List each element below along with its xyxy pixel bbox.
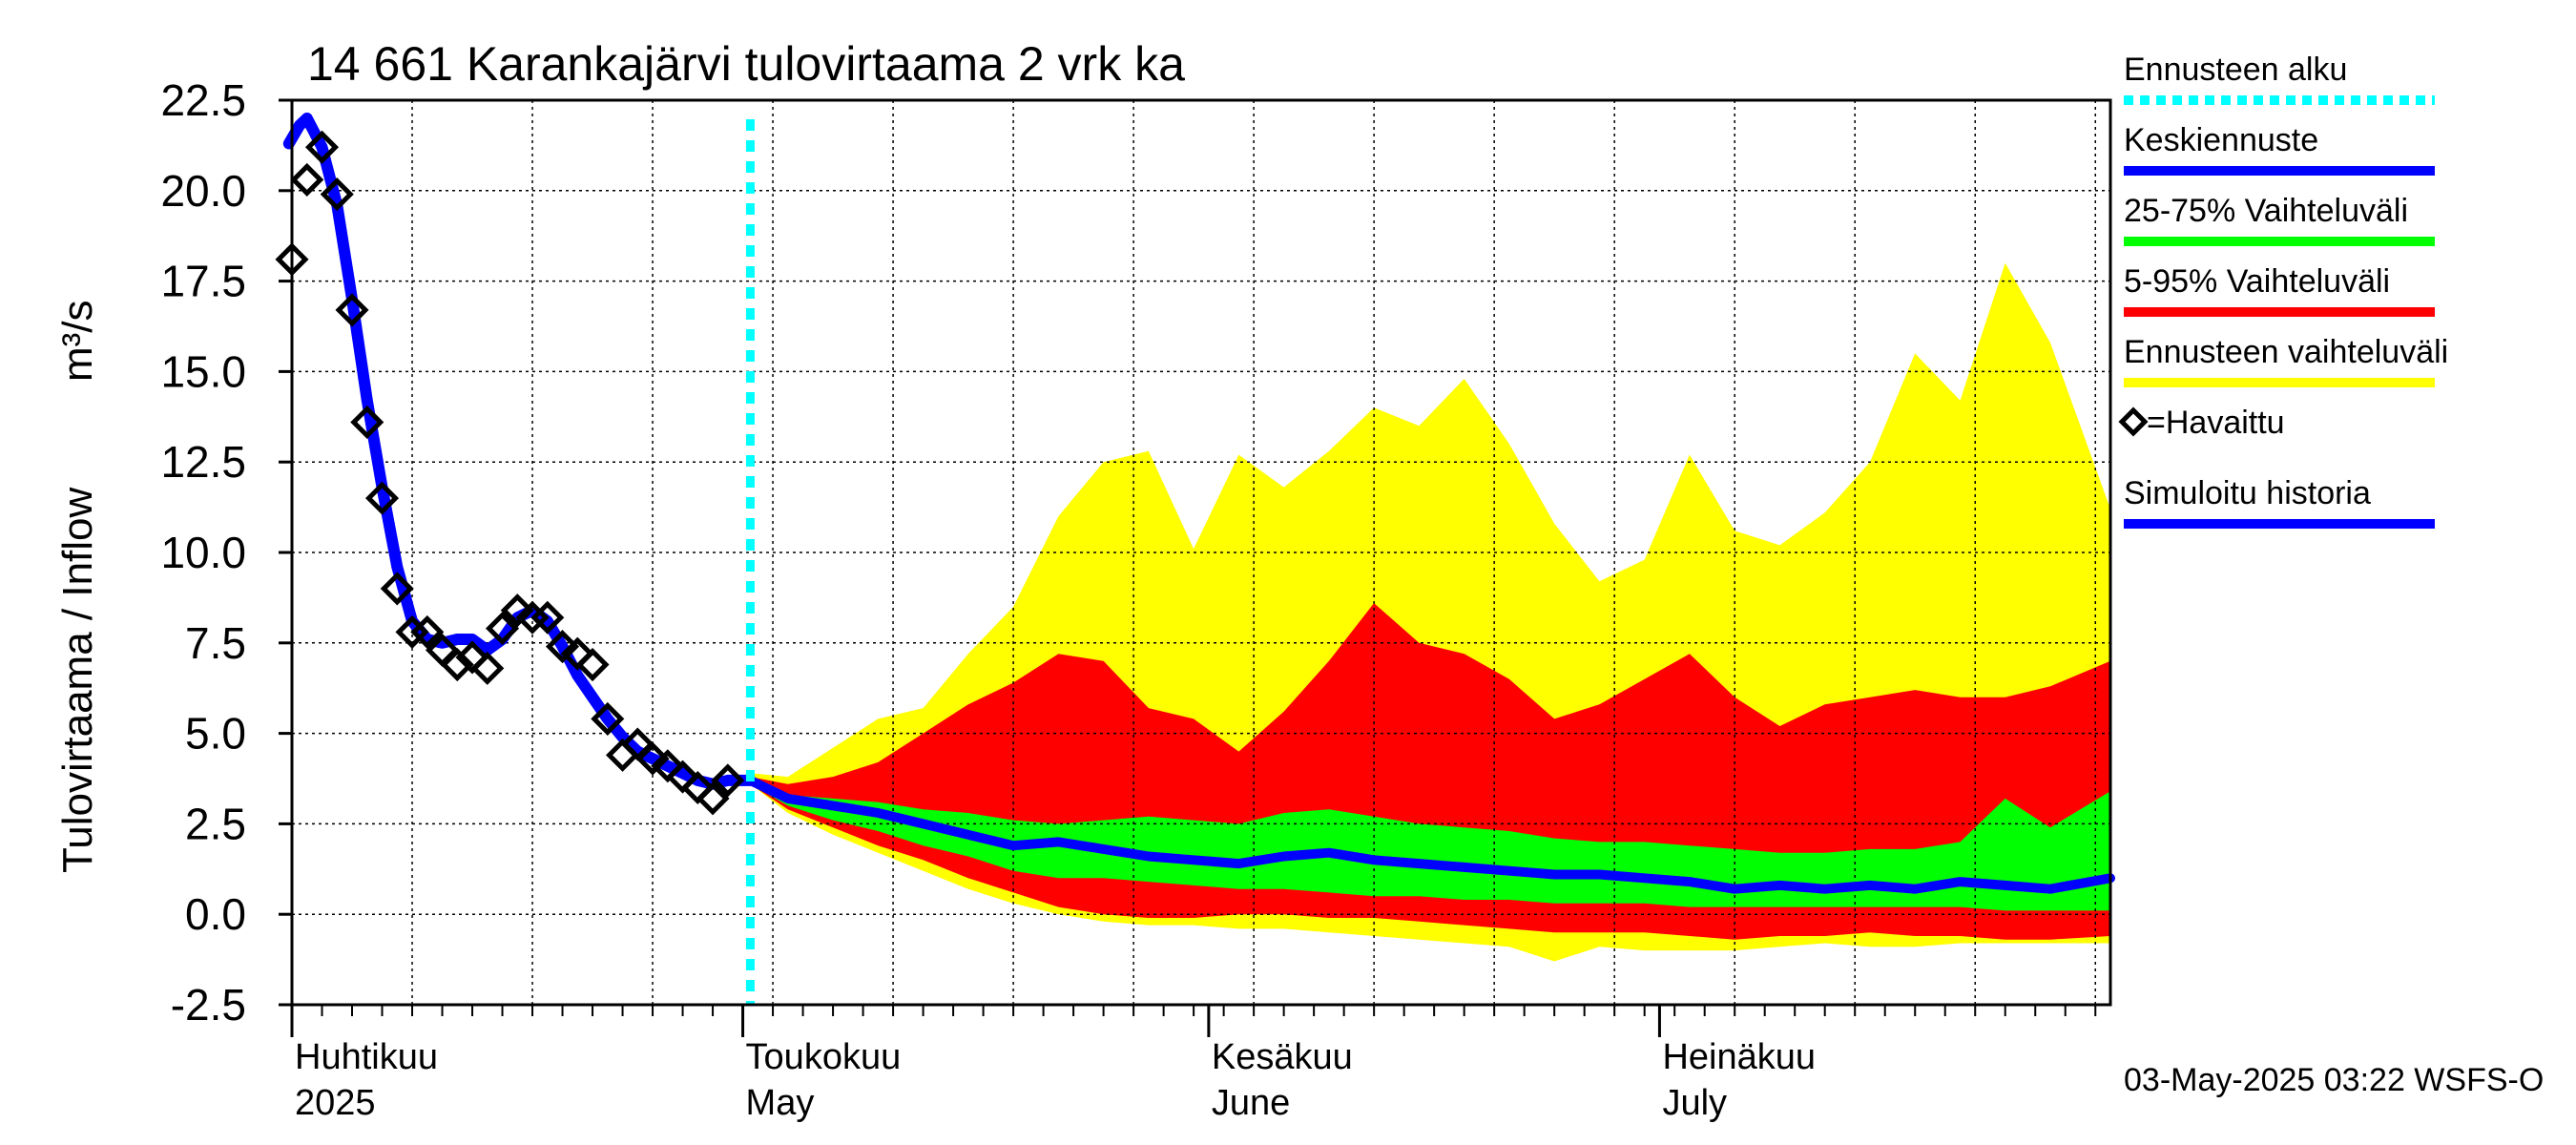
y-tick-label: 2.5 — [185, 799, 246, 848]
footer-timestamp: 03-May-2025 03:22 WSFS-O — [2124, 1062, 2544, 1098]
observed-point — [470, 651, 505, 685]
observed-point — [546, 630, 580, 664]
observed-point — [711, 763, 745, 798]
y-tick-label: 15.0 — [160, 346, 246, 396]
month-label-fi: Heinäkuu — [1662, 1037, 1816, 1077]
observed-point — [500, 593, 534, 628]
observed-point — [530, 600, 565, 635]
observed-point — [440, 648, 474, 682]
y-axis-unit: m³/s — [54, 300, 101, 382]
chart-title: 14 661 Karankajärvi tulovirtaama 2 vrk k… — [307, 37, 1185, 91]
month-label-fi: Toukokuu — [746, 1037, 902, 1077]
y-tick-label: 22.5 — [160, 75, 246, 125]
legend-label: Simuloitu historia — [2124, 475, 2371, 511]
legend-label: Ennusteen alku — [2124, 52, 2347, 88]
forecast-bands — [750, 262, 2110, 962]
median-forecast-line — [745, 775, 2115, 894]
legend-label: Ennusteen vaihteluväli — [2124, 334, 2448, 370]
month-label-en: May — [746, 1083, 815, 1123]
y-tick-label: 12.5 — [160, 437, 246, 487]
legend-label: =Havaittu — [2147, 405, 2285, 441]
x-axis: Huhtikuu 2025 Toukokuu May Kesäkuu June Heinäk… — [290, 1005, 2097, 1123]
month-label-fi: Kesäkuu — [1212, 1037, 1353, 1077]
observed-point — [410, 614, 445, 649]
observed-point — [666, 760, 700, 794]
y-tick-label: -2.5 — [171, 980, 246, 1030]
month-label-en: 2025 — [295, 1083, 376, 1123]
month-label-en: July — [1662, 1083, 1727, 1123]
observed-point — [651, 749, 685, 783]
observed-point — [304, 130, 340, 164]
month-label-fi: Huhtikuu — [295, 1037, 438, 1077]
observed-point — [380, 572, 414, 606]
observed-point — [680, 770, 715, 805]
series-lines — [282, 113, 2115, 1005]
legend-diamond-icon — [2118, 406, 2149, 437]
simulated-history-line — [282, 113, 757, 790]
y-tick-label: 7.5 — [185, 618, 246, 668]
legend-label: Keskiennuste — [2124, 122, 2318, 158]
y-tick-label: 20.0 — [160, 166, 246, 216]
y-tick-label: 17.5 — [160, 257, 246, 306]
y-axis: 22.5 20.0 17.5 15.0 12.5 10.0 7.5 5.0 2.5 0.0 -2.5 — [160, 75, 292, 1030]
observed-point — [591, 701, 625, 736]
observed-point — [455, 640, 489, 675]
y-axis-label: Tulovirtaama / Inflow — [54, 487, 101, 873]
y-tick-label: 5.0 — [185, 709, 246, 759]
legend-label: 5-95% Vaihteluväli — [2124, 263, 2390, 300]
observed-point — [290, 162, 324, 197]
y-tick-label: 10.0 — [160, 528, 246, 577]
observed-point — [560, 636, 594, 671]
month-label-en: June — [1212, 1083, 1290, 1123]
observed-point — [364, 481, 400, 515]
observed-point — [485, 612, 520, 646]
legend: Ennusteen alku Keskiennuste 25-75% Vaihtel… — [2118, 52, 2448, 529]
legend-label: 25-75% Vaihteluväli — [2124, 193, 2408, 229]
observed-point — [575, 648, 610, 682]
observed-markers — [275, 130, 745, 816]
y-tick-label: 0.0 — [185, 889, 246, 939]
band-25-75 — [750, 780, 2110, 911]
observed-point — [696, 781, 730, 816]
observed-point — [335, 293, 369, 327]
observed-point — [635, 741, 670, 776]
observed-point — [320, 177, 354, 212]
observed-point — [350, 405, 384, 440]
